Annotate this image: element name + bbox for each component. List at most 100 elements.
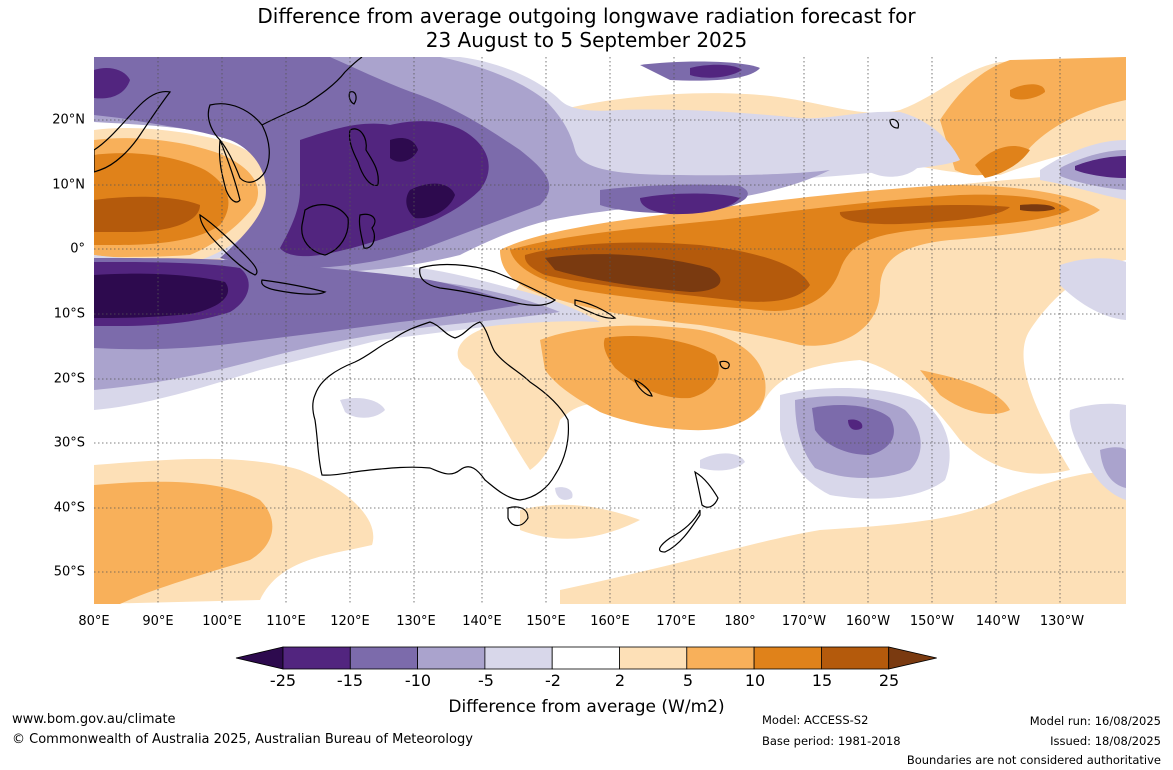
anomaly-field xyxy=(94,57,1126,604)
anomaly-region-negative-2to5 xyxy=(555,487,573,500)
anomaly-region-negative-2to5 xyxy=(870,153,920,177)
coastline-indochina xyxy=(207,103,270,183)
graticule xyxy=(94,57,1126,604)
colorbar-tick-label: -2 xyxy=(545,671,561,690)
lon-label: 160°E xyxy=(590,614,630,629)
anomaly-region-positive-2to5 xyxy=(560,470,1126,604)
lon-label: 180° xyxy=(724,614,756,629)
base-period: Base period: 1981-2018 xyxy=(762,734,901,748)
coastline-china xyxy=(261,57,363,126)
colorbar-swatch xyxy=(349,646,418,670)
anomaly-region-negative-10to15 xyxy=(812,405,894,455)
colorbar-extend-high xyxy=(888,646,937,670)
coastline-new-guinea xyxy=(419,263,557,306)
anomaly-region-positive-above25 xyxy=(545,254,721,292)
coastline-borneo xyxy=(301,204,349,256)
colorbar-swatch xyxy=(417,646,486,670)
anomaly-region-negative-15to25 xyxy=(1075,156,1126,178)
coastline-fiji xyxy=(719,360,730,370)
coastline-malay-peninsula xyxy=(218,139,241,203)
coastline-taiwan xyxy=(348,91,357,105)
anomaly-region-positive-10to15 xyxy=(1010,84,1045,100)
colorbar-title: Difference from average (W/m2) xyxy=(448,697,725,717)
lon-label: 110°E xyxy=(266,614,306,629)
lon-label: 150°E xyxy=(526,614,566,629)
coastlines xyxy=(94,57,900,553)
colorbar-tick-label: 10 xyxy=(744,671,766,690)
coastline-new-caledonia xyxy=(633,378,653,397)
anomaly-region-negative-2to5 xyxy=(340,398,385,418)
anomaly-region-negative-15to25 xyxy=(640,193,740,215)
colorbar-swatch xyxy=(821,646,890,670)
lon-label: 170°W xyxy=(781,614,827,629)
colorbar-swatch xyxy=(686,646,755,670)
lat-label: 10°N xyxy=(52,177,85,193)
coastline-java xyxy=(261,279,327,295)
lon-label: 120°E xyxy=(330,614,370,629)
lon-label: 130°W xyxy=(1039,614,1085,629)
anomaly-region-positive-5to10 xyxy=(94,481,273,604)
lat-label: 40°S xyxy=(53,500,85,516)
anomaly-region-negative-15to25 xyxy=(690,64,742,78)
colorbar-swatch xyxy=(551,646,620,670)
anomaly-region-negative-2to5 xyxy=(700,453,745,471)
anomaly-region-positive-10to15 xyxy=(603,335,719,399)
website-link[interactable]: www.bom.gov.au/climate xyxy=(12,712,176,727)
colorbar-swatch xyxy=(484,646,553,670)
colorbar-tick-label: -5 xyxy=(478,671,494,690)
lon-label: 80°E xyxy=(78,614,110,629)
anomaly-region-negative-5to10 xyxy=(1100,447,1126,488)
anomaly-region-negative-15to25 xyxy=(848,419,863,430)
olr-anomaly-map xyxy=(94,57,1126,604)
issued-date: Issued: 18/08/2025 xyxy=(1050,734,1161,748)
lat-label: 0° xyxy=(70,241,85,257)
colorbar-tick-label: -10 xyxy=(404,671,432,690)
colorbar-swatch xyxy=(619,646,688,670)
colorbar-extend-low xyxy=(235,646,284,670)
anomaly-region-positive-above25 xyxy=(1020,204,1055,212)
lon-label: 160°W xyxy=(845,614,891,629)
lon-label: 90°E xyxy=(142,614,174,629)
colorbar-swatches xyxy=(235,646,937,670)
title-line-1: Difference from average outgoing longwav… xyxy=(257,4,916,28)
model-name: Model: ACCESS-S2 xyxy=(762,713,869,727)
coastline-sulawesi xyxy=(358,213,376,249)
colorbar-tick-label: 15 xyxy=(811,671,833,690)
anomaly-region-negative-15to25 xyxy=(280,121,489,257)
anomaly-region-positive-15to25 xyxy=(839,204,1010,225)
anomaly-region-negative-below25 xyxy=(406,183,455,219)
copyright-text: © Commonwealth of Australia 2025, Austra… xyxy=(12,732,473,747)
coastline-india xyxy=(94,90,172,173)
coastline-tasmania xyxy=(507,506,529,527)
lat-label: 30°S xyxy=(53,435,85,451)
coastline-new-zealand-south xyxy=(658,509,701,553)
lat-label: 50°S xyxy=(53,564,85,580)
anomaly-region-positive-10to15 xyxy=(975,145,1030,178)
lon-label: 140°W xyxy=(975,614,1021,629)
anomaly-region-positive-15to25 xyxy=(94,196,200,232)
title-line-2: 23 August to 5 September 2025 xyxy=(425,28,748,52)
anomaly-region-negative-2to5 xyxy=(1060,258,1126,320)
colorbar-tick-label: 5 xyxy=(682,671,694,690)
map-title: Difference from average outgoing longwav… xyxy=(0,4,1173,52)
boundaries-disclaimer: Boundaries are not considered authoritat… xyxy=(906,753,1161,767)
anomaly-region-positive-5to10 xyxy=(940,57,1126,176)
coastline-solomon-islands xyxy=(574,299,617,319)
lat-label: 20°S xyxy=(53,371,85,387)
lon-label: 150°W xyxy=(909,614,955,629)
coastline-new-zealand-north xyxy=(694,470,719,508)
anomaly-region-negative-15to25 xyxy=(94,68,130,99)
colorbar-tick-label: 25 xyxy=(878,671,900,690)
colorbar-swatch xyxy=(282,646,351,670)
colorbar-tick-label: 2 xyxy=(614,671,626,690)
colorbar-tick-label: -25 xyxy=(269,671,297,690)
lat-label: 20°N xyxy=(52,112,85,128)
lon-label: 170°E xyxy=(656,614,696,629)
anomaly-region-positive-5to10 xyxy=(920,370,1010,415)
lon-label: 130°E xyxy=(396,614,436,629)
model-run-date: Model run: 16/08/2025 xyxy=(1029,714,1161,728)
anomaly-region-negative-below25 xyxy=(390,138,418,162)
colorbar-swatch xyxy=(753,646,822,670)
coastline-sumatra xyxy=(199,213,258,276)
colorbar-tick-label: -15 xyxy=(336,671,364,690)
